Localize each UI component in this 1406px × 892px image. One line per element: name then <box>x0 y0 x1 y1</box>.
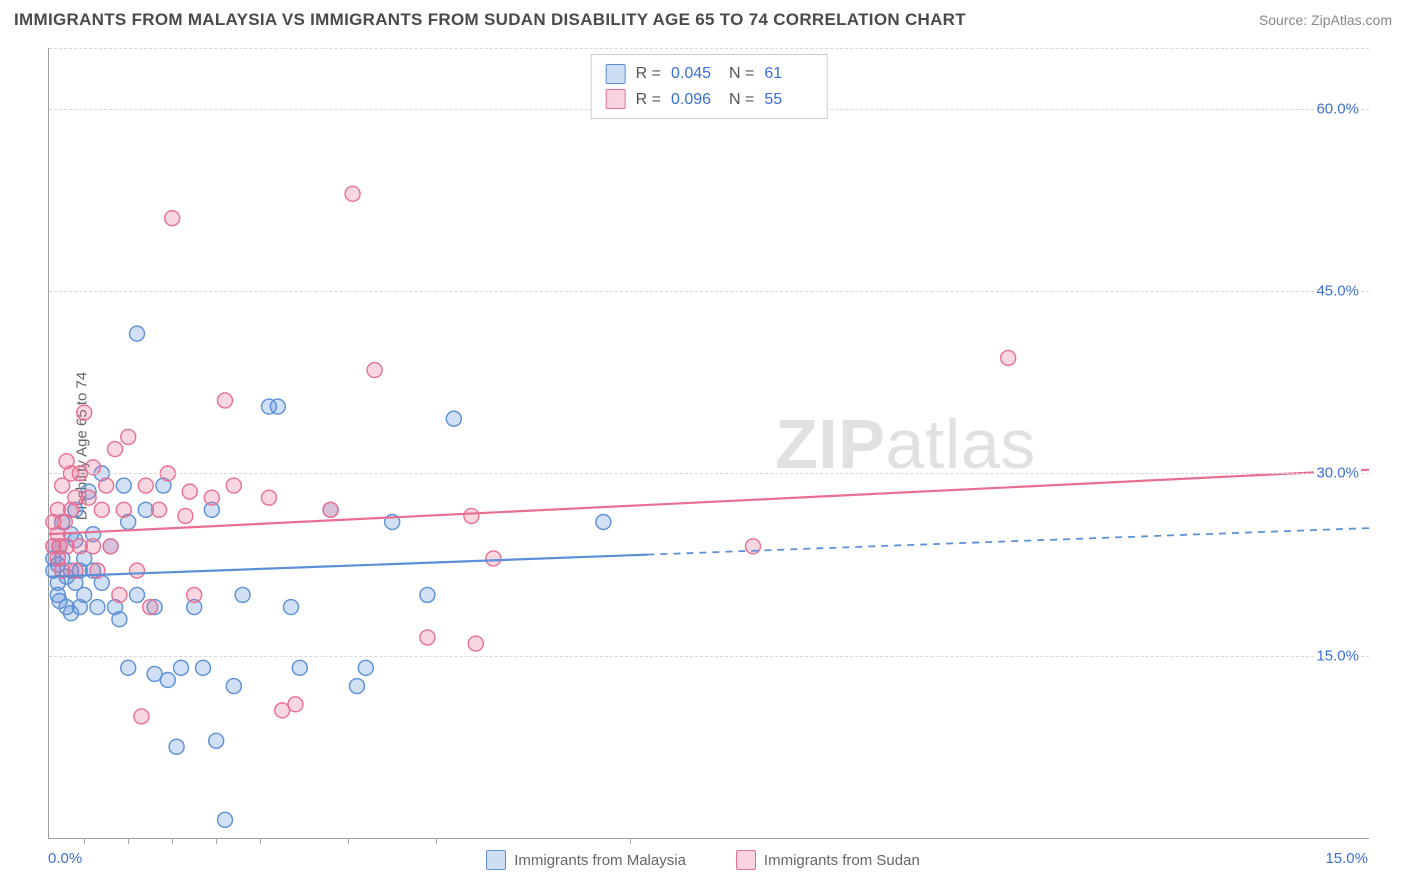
trend-line <box>49 470 1369 534</box>
scatter-point <box>270 399 285 414</box>
x-tick <box>128 838 129 844</box>
scatter-point <box>130 563 145 578</box>
y-tick-label: 15.0% <box>1314 647 1361 664</box>
scatter-point <box>103 539 118 554</box>
scatter-point <box>81 490 96 505</box>
scatter-point <box>138 478 153 493</box>
legend-item: Immigrants from Sudan <box>736 850 920 870</box>
scatter-point <box>99 478 114 493</box>
n-label: N = <box>729 61 754 87</box>
y-tick-label: 60.0% <box>1314 100 1361 117</box>
swatch-series-0 <box>606 64 626 84</box>
y-tick-label: 45.0% <box>1314 283 1361 300</box>
scatter-point <box>165 211 180 226</box>
scatter-point <box>323 502 338 517</box>
title-bar: IMMIGRANTS FROM MALAYSIA VS IMMIGRANTS F… <box>14 10 1392 30</box>
gridline <box>49 473 1369 474</box>
scatter-point <box>187 587 202 602</box>
scatter-point <box>112 587 127 602</box>
scatter-point <box>90 600 105 615</box>
gridline <box>49 656 1369 657</box>
scatter-point <box>218 812 233 827</box>
scatter-point <box>116 502 131 517</box>
plot-area: ZIPatlas R = 0.045 N = 61 R = 0.096 N = … <box>48 48 1369 839</box>
scatter-point <box>204 490 219 505</box>
x-tick <box>436 838 437 844</box>
scatter-point <box>262 490 277 505</box>
scatter-plot <box>49 48 1369 838</box>
legend-row: R = 0.096 N = 55 <box>606 87 813 113</box>
y-tick-label: 30.0% <box>1314 465 1361 482</box>
scatter-point <box>464 508 479 523</box>
scatter-point <box>182 484 197 499</box>
legend-item: Immigrants from Malaysia <box>486 850 686 870</box>
n-label: N = <box>729 87 754 113</box>
x-tick <box>216 838 217 844</box>
source-credit: Source: ZipAtlas.com <box>1259 12 1392 28</box>
scatter-point <box>1001 350 1016 365</box>
swatch-icon <box>736 850 756 870</box>
n-value-0: 61 <box>764 61 812 87</box>
x-tick <box>84 838 85 844</box>
r-value-0: 0.045 <box>671 61 719 87</box>
scatter-point <box>169 739 184 754</box>
scatter-point <box>152 502 167 517</box>
n-value-1: 55 <box>764 87 812 113</box>
scatter-point <box>86 539 101 554</box>
scatter-point <box>420 587 435 602</box>
r-label: R = <box>636 87 661 113</box>
scatter-point <box>226 478 241 493</box>
scatter-point <box>226 679 241 694</box>
scatter-point <box>345 186 360 201</box>
chart-title: IMMIGRANTS FROM MALAYSIA VS IMMIGRANTS F… <box>14 10 966 30</box>
scatter-point <box>420 630 435 645</box>
scatter-point <box>121 429 136 444</box>
legend-label: Immigrants from Sudan <box>764 852 920 869</box>
scatter-point <box>178 508 193 523</box>
scatter-point <box>134 709 149 724</box>
scatter-point <box>108 442 123 457</box>
r-label: R = <box>636 61 661 87</box>
scatter-point <box>121 660 136 675</box>
scatter-point <box>130 326 145 341</box>
scatter-point <box>116 478 131 493</box>
legend-label: Immigrants from Malaysia <box>514 852 686 869</box>
scatter-point <box>112 612 127 627</box>
scatter-point <box>288 697 303 712</box>
legend-series: Immigrants from Malaysia Immigrants from… <box>0 850 1406 870</box>
scatter-point <box>292 660 307 675</box>
scatter-point <box>468 636 483 651</box>
scatter-point <box>358 660 373 675</box>
scatter-point <box>130 587 145 602</box>
x-tick <box>260 838 261 844</box>
scatter-point <box>446 411 461 426</box>
r-value-1: 0.096 <box>671 87 719 113</box>
scatter-point <box>143 600 158 615</box>
gridline <box>49 48 1369 49</box>
scatter-point <box>596 515 611 530</box>
gridline <box>49 291 1369 292</box>
scatter-point <box>94 502 109 517</box>
scatter-point <box>160 673 175 688</box>
swatch-icon <box>486 850 506 870</box>
scatter-point <box>284 600 299 615</box>
legend-row: R = 0.045 N = 61 <box>606 61 813 87</box>
scatter-point <box>218 393 233 408</box>
legend-correlation: R = 0.045 N = 61 R = 0.096 N = 55 <box>591 54 828 119</box>
scatter-point <box>209 733 224 748</box>
scatter-point <box>174 660 189 675</box>
scatter-point <box>350 679 365 694</box>
scatter-point <box>77 405 92 420</box>
x-tick <box>630 838 631 844</box>
x-tick <box>348 838 349 844</box>
scatter-point <box>486 551 501 566</box>
swatch-series-1 <box>606 89 626 109</box>
scatter-point <box>235 587 250 602</box>
scatter-point <box>367 363 382 378</box>
x-tick <box>172 838 173 844</box>
scatter-point <box>77 587 92 602</box>
scatter-point <box>196 660 211 675</box>
